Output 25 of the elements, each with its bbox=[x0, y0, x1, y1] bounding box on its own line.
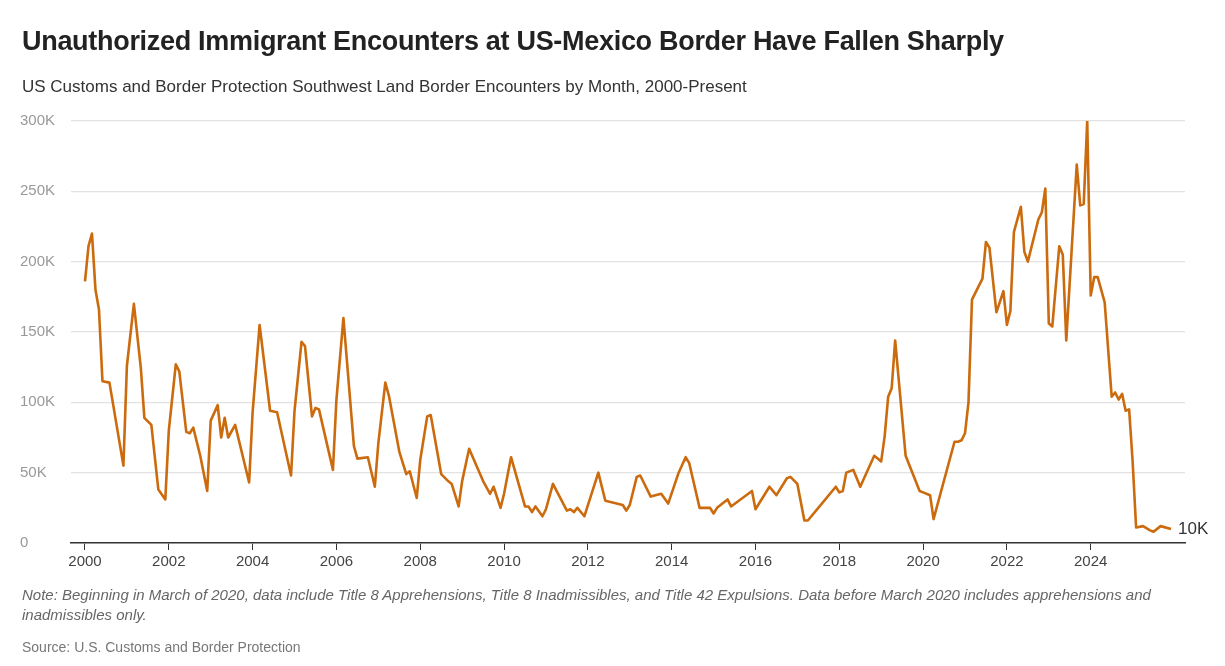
x-tick-label: 2012 bbox=[571, 552, 605, 570]
y-tick-label: 0 bbox=[20, 533, 29, 551]
annotation: 10K bbox=[1178, 518, 1209, 538]
x-tick-label: 2018 bbox=[822, 552, 856, 570]
y-tick-label: 100K bbox=[20, 392, 56, 410]
x-tick-label: 2000 bbox=[68, 552, 102, 570]
x-tick-label: 2004 bbox=[235, 552, 270, 570]
chart-subtitle: US Customs and Border Protection Southwest Land Border Encounters by Month, 2000-Present bbox=[22, 77, 747, 97]
y-tick-label: 50K bbox=[20, 462, 47, 480]
y-tick-label: 250K bbox=[20, 181, 56, 199]
x-tick-label: 2008 bbox=[403, 552, 437, 570]
y-tick-label: 200K bbox=[20, 251, 56, 269]
x-tick-label: 2016 bbox=[738, 552, 773, 570]
x-tick-label: 2002 bbox=[152, 552, 186, 570]
y-tick-label: 300K bbox=[20, 111, 56, 129]
x-tick-label: 2024 bbox=[1074, 552, 1108, 570]
text: Note: Beginning in March of 2020, data include Title 8 Apprehensions, Title 8 Inadmissibles, and Title 42 Expulsions. Data before March 2020 includes apprehensions and inadmissibles only. bbox=[22, 585, 1152, 625]
y-tick-label: 150K bbox=[20, 322, 56, 340]
chart-title: Unauthorized Immigrant Encounters at US-Mexico Border Have Fallen Sharply bbox=[22, 26, 1004, 57]
x-tick-label: 2020 bbox=[906, 552, 940, 570]
x-tick-label: 2014 bbox=[654, 552, 689, 570]
x-tick-label: 2006 bbox=[319, 552, 354, 570]
x-tick-label: 2010 bbox=[487, 552, 521, 570]
x-tick-label: 2022 bbox=[990, 552, 1024, 570]
source-note: Source: U.S. Customs and Border Protection bbox=[22, 639, 302, 655]
